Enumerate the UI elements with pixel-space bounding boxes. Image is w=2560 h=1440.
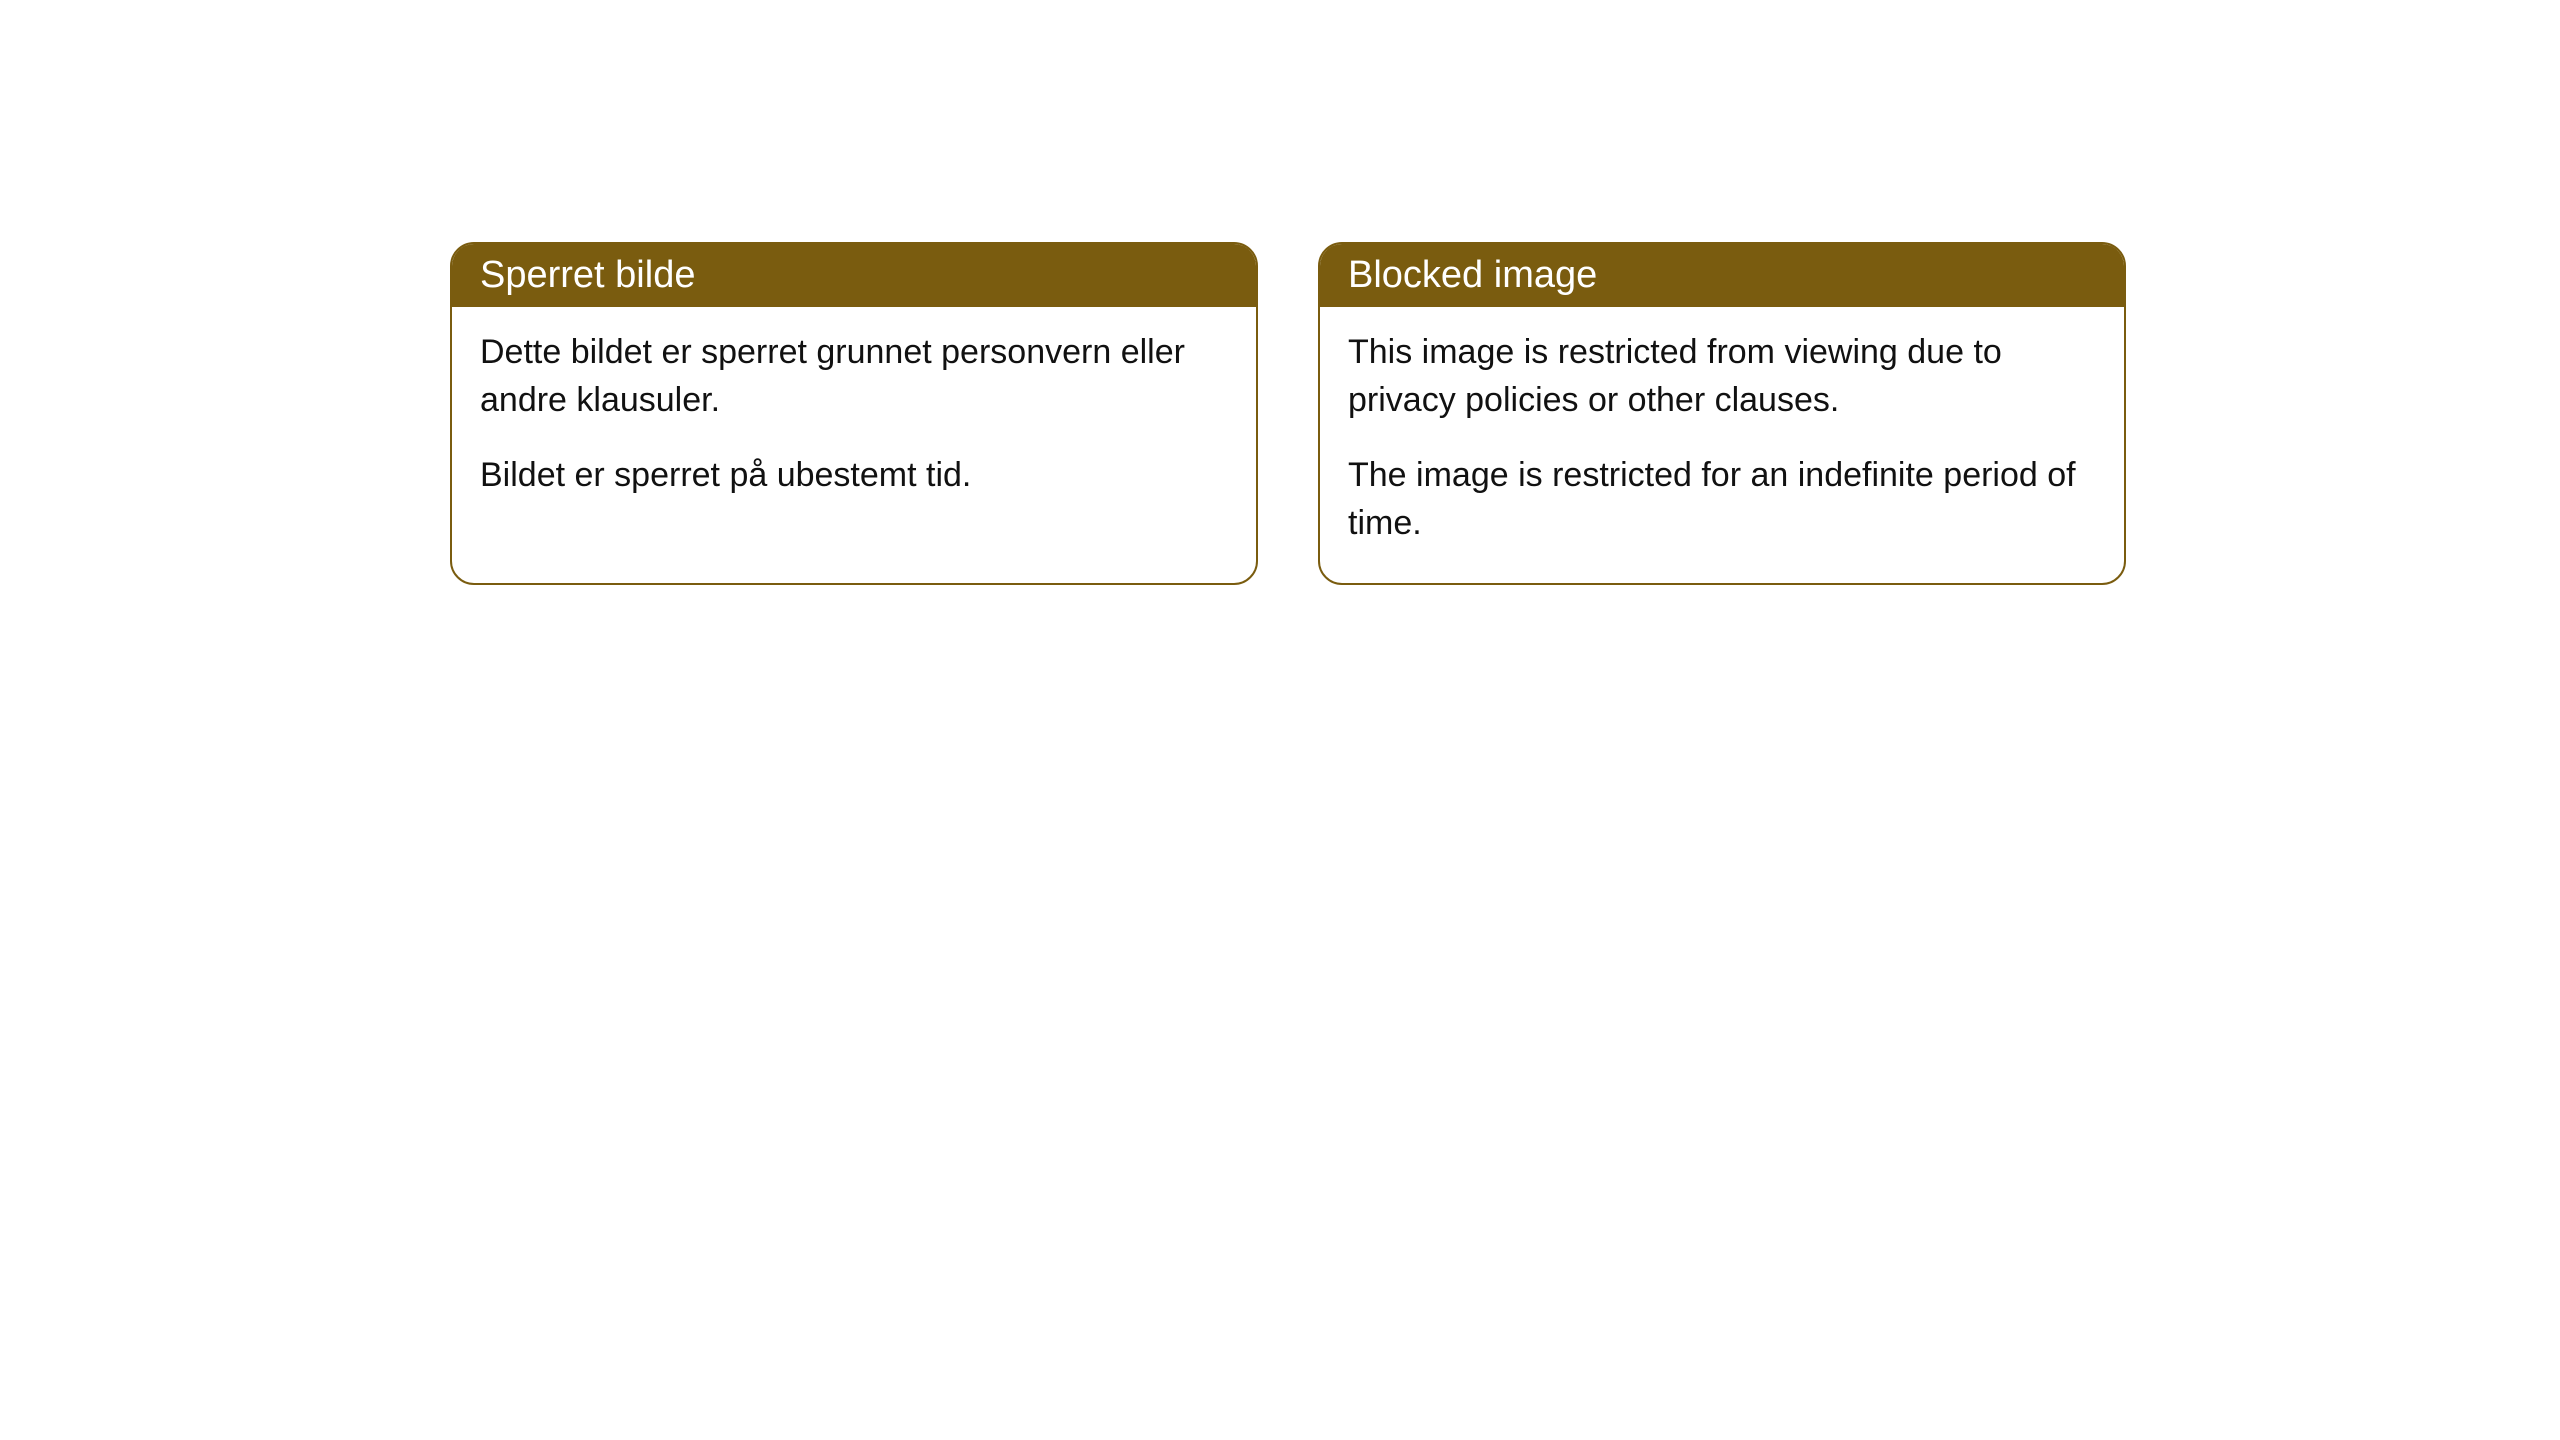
card-header: Sperret bilde: [452, 244, 1256, 307]
card-paragraph: The image is restricted for an indefinit…: [1348, 452, 2096, 547]
card-paragraph: This image is restricted from viewing du…: [1348, 329, 2096, 424]
card-body: This image is restricted from viewing du…: [1320, 307, 2124, 583]
card-paragraph: Dette bildet er sperret grunnet personve…: [480, 329, 1228, 424]
blocked-image-card-norwegian: Sperret bilde Dette bildet er sperret gr…: [450, 242, 1258, 585]
card-title: Sperret bilde: [480, 254, 695, 296]
card-title: Blocked image: [1348, 254, 1597, 296]
notice-container: Sperret bilde Dette bildet er sperret gr…: [0, 0, 2560, 585]
card-body: Dette bildet er sperret grunnet personve…: [452, 307, 1256, 536]
card-header: Blocked image: [1320, 244, 2124, 307]
blocked-image-card-english: Blocked image This image is restricted f…: [1318, 242, 2126, 585]
card-paragraph: Bildet er sperret på ubestemt tid.: [480, 452, 1228, 500]
